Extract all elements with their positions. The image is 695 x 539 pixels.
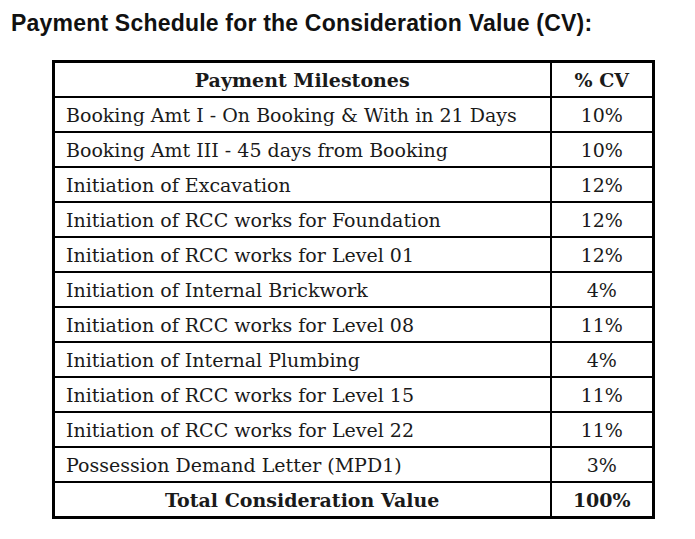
milestone-cell: Initiation of RCC works for Level 22 [54,412,551,447]
header-payment-milestones: Payment Milestones [54,62,551,98]
percent-cv-cell: 12% [551,202,654,237]
percent-cv-cell: 12% [551,167,654,202]
table-row: Initiation of Internal Brickwork 4% [54,272,654,307]
header-percent-cv: % CV [551,62,654,98]
percent-cv-cell: 3% [551,447,654,482]
milestone-cell: Initiation of Internal Brickwork [54,272,551,307]
percent-cv-cell: 11% [551,377,654,412]
percent-cv-cell: 4% [551,342,654,377]
table-row: Initiation of RCC works for Level 15 11% [54,377,654,412]
percent-cv-cell: 11% [551,307,654,342]
table-row: Initiation of RCC works for Level 01 12% [54,237,654,272]
table-row: Initiation of RCC works for Foundation 1… [54,202,654,237]
percent-cv-cell: 11% [551,412,654,447]
percent-cv-cell: 4% [551,272,654,307]
percent-cv-cell: 10% [551,132,654,167]
table-total-row: Total Consideration Value 100% [54,482,654,518]
milestone-cell: Initiation of RCC works for Level 08 [54,307,551,342]
milestone-cell: Initiation of Internal Plumbing [54,342,551,377]
payment-schedule-table: Payment Milestones % CV Booking Amt I - … [52,60,655,519]
table-header-row: Payment Milestones % CV [54,62,654,98]
table-row: Initiation of Internal Plumbing 4% [54,342,654,377]
table-row: Initiation of Excavation 12% [54,167,654,202]
milestone-cell: Initiation of RCC works for Level 15 [54,377,551,412]
percent-cv-cell: 12% [551,237,654,272]
total-percent-cell: 100% [551,482,654,518]
table-row: Initiation of RCC works for Level 22 11% [54,412,654,447]
table-row: Possession Demand Letter (MPD1) 3% [54,447,654,482]
percent-cv-cell: 10% [551,97,654,132]
page-title: Payment Schedule for the Consideration V… [11,10,695,37]
milestone-cell: Booking Amt III - 45 days from Booking [54,132,551,167]
milestone-cell: Possession Demand Letter (MPD1) [54,447,551,482]
milestone-cell: Initiation of RCC works for Level 01 [54,237,551,272]
page: Payment Schedule for the Consideration V… [0,10,695,519]
table-row: Initiation of RCC works for Level 08 11% [54,307,654,342]
table-row: Booking Amt III - 45 days from Booking 1… [54,132,654,167]
milestone-cell: Booking Amt I - On Booking & With in 21 … [54,97,551,132]
total-label-cell: Total Consideration Value [54,482,551,518]
milestone-cell: Initiation of Excavation [54,167,551,202]
milestone-cell: Initiation of RCC works for Foundation [54,202,551,237]
table-row: Booking Amt I - On Booking & With in 21 … [54,97,654,132]
